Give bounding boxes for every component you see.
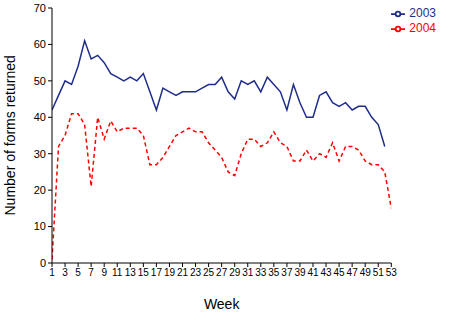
svg-text:33: 33 — [255, 267, 267, 278]
svg-text:31: 31 — [242, 267, 254, 278]
svg-text:39: 39 — [294, 267, 306, 278]
svg-text:50: 50 — [34, 75, 46, 87]
svg-text:0: 0 — [40, 257, 46, 269]
svg-text:3: 3 — [62, 267, 68, 278]
svg-text:27: 27 — [216, 267, 228, 278]
svg-text:49: 49 — [360, 267, 372, 278]
svg-text:25: 25 — [203, 267, 215, 278]
svg-text:40: 40 — [34, 111, 46, 123]
svg-text:7: 7 — [88, 267, 94, 278]
svg-text:37: 37 — [281, 267, 293, 278]
svg-text:51: 51 — [373, 267, 385, 278]
svg-text:45: 45 — [334, 267, 346, 278]
svg-text:15: 15 — [138, 267, 150, 278]
html-text:2003: 2003 — [409, 6, 436, 20]
html-text:2004: 2004 — [409, 20, 436, 35]
svg-text:53: 53 — [386, 267, 398, 278]
svg-text:17: 17 — [151, 267, 163, 278]
svg-text:23: 23 — [190, 267, 202, 278]
svg-text:10: 10 — [34, 220, 46, 232]
svg-text:30: 30 — [34, 148, 46, 160]
svg-text:9: 9 — [101, 267, 107, 278]
svg-text:20: 20 — [34, 184, 46, 196]
svg-text:11: 11 — [112, 267, 123, 278]
svg-text:1: 1 — [49, 267, 55, 278]
svg-text:41: 41 — [307, 267, 319, 278]
svg-text:Week: Week — [204, 296, 241, 312]
svg-text:70: 70 — [34, 2, 46, 14]
svg-text:60: 60 — [34, 38, 46, 50]
svg-text:Number of forms returned: Number of forms returned — [8, 55, 18, 215]
svg-text:21: 21 — [177, 267, 189, 278]
svg-text:19: 19 — [164, 267, 176, 278]
svg-text:47: 47 — [347, 267, 359, 278]
svg-text:29: 29 — [229, 267, 241, 278]
svg-text:35: 35 — [268, 267, 280, 278]
svg-text:13: 13 — [125, 267, 137, 278]
svg-text:43: 43 — [320, 267, 332, 278]
svg-text:5: 5 — [75, 267, 81, 278]
